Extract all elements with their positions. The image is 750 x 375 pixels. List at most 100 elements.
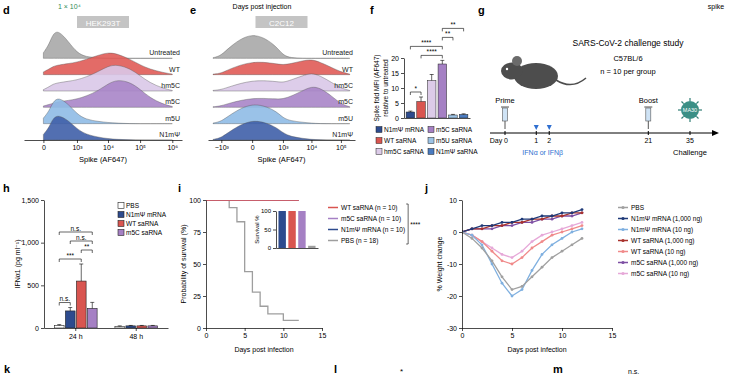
event-label: Challenge	[673, 148, 707, 157]
bar	[417, 102, 426, 119]
fragment-text: l	[334, 363, 337, 375]
axis-title: Spike (AF647)	[258, 155, 306, 164]
panel-label: e	[190, 4, 196, 16]
point	[491, 224, 494, 227]
timeline-label: 21	[644, 137, 652, 144]
point	[551, 215, 554, 218]
point	[501, 259, 504, 262]
timeline-label: Day 0	[490, 137, 508, 145]
syringe-icon	[644, 107, 652, 129]
axis-title: % Weight change	[436, 237, 444, 292]
axis-line	[405, 118, 471, 119]
point	[501, 275, 504, 278]
chart-title: C2C12	[269, 19, 294, 28]
significance-bracket	[442, 28, 463, 31]
significance-label: **	[450, 21, 456, 28]
legend-marker	[621, 206, 624, 209]
point	[521, 288, 524, 291]
tick: 0	[395, 115, 404, 122]
axis-line	[277, 248, 319, 249]
point	[471, 227, 474, 230]
tick: 20	[391, 55, 404, 62]
legend-marker	[621, 228, 624, 231]
tick: 0	[42, 140, 46, 151]
point	[561, 211, 564, 214]
significance-bracket	[59, 259, 81, 262]
inset-bars	[278, 211, 315, 248]
legend-marker	[621, 250, 624, 253]
tick-mark	[401, 88, 404, 89]
bar	[406, 112, 415, 118]
legend-label: N1mΨ mRNA	[384, 126, 425, 133]
point	[571, 211, 574, 214]
tick-mark	[283, 328, 284, 331]
legend-swatch	[328, 240, 338, 242]
fragment-text: n.s.	[628, 368, 639, 375]
tick: 1,500	[21, 197, 44, 204]
bar	[278, 211, 285, 248]
tick-mark	[43, 140, 44, 143]
significance-bracket	[442, 37, 453, 40]
error-bar	[68, 308, 72, 311]
bar	[148, 326, 158, 328]
point	[471, 234, 474, 237]
lines	[462, 208, 583, 297]
series-label: N1mΨ	[332, 131, 353, 138]
bar	[438, 64, 447, 118]
tick-label: 0	[461, 332, 465, 339]
tick-mark	[401, 73, 404, 74]
series-line	[462, 213, 582, 232]
density-area	[213, 121, 350, 140]
significance-bracket	[410, 46, 442, 49]
fragment-text: k	[4, 363, 11, 375]
point	[481, 247, 484, 250]
point	[581, 208, 584, 211]
axis-title: Probability of survival (%)	[180, 225, 188, 304]
legend-marker	[621, 272, 624, 275]
tick: 10	[391, 85, 404, 92]
bar	[449, 115, 458, 118]
tick-mark	[245, 328, 246, 331]
tick: 100	[261, 208, 276, 214]
series-line	[462, 229, 582, 296]
axis-line	[209, 140, 356, 141]
axis: -30-20-10010	[447, 197, 463, 332]
tick-mark	[273, 248, 276, 249]
tick-mark	[77, 140, 78, 143]
tick-label: 25	[193, 293, 201, 300]
axis-line	[404, 59, 405, 119]
tick-label: 50	[264, 227, 271, 233]
virus-spike	[689, 98, 690, 101]
title-box	[77, 16, 129, 28]
series-line	[462, 232, 582, 290]
tick-label: -30	[447, 325, 457, 332]
legend-swatch	[376, 149, 382, 155]
point	[501, 224, 504, 227]
fragment-text: spike	[708, 3, 724, 11]
legend-label: m5C saRNA	[436, 126, 473, 133]
legend-swatch	[118, 230, 124, 236]
fragment-text: *	[400, 367, 403, 375]
timeline-tick	[536, 131, 537, 135]
treatment-marker	[534, 125, 539, 130]
tick-label: 24 h	[69, 333, 83, 340]
point	[541, 266, 544, 269]
virus-spike	[682, 116, 684, 118]
point	[471, 234, 474, 237]
point	[531, 218, 534, 221]
bar	[298, 211, 305, 248]
panel-label: d	[3, 4, 10, 16]
tick-label: -10	[447, 261, 457, 268]
axis: −10³010³10⁴10⁵	[209, 140, 356, 151]
tick-label: 0	[197, 325, 201, 332]
legend-swatch	[118, 221, 124, 227]
legend-swatch	[618, 229, 628, 231]
timeline-label: 2	[547, 137, 551, 144]
legend-swatch	[618, 273, 628, 275]
axis: 05001,0001,500	[21, 197, 44, 332]
legend-label: WT saRNA	[126, 220, 159, 227]
axis-title: Days post infection	[234, 346, 293, 354]
tick: −10³	[215, 140, 230, 151]
bar-chart: 05101520Spike fold MFI (AF647)relative t…	[373, 21, 478, 155]
legend-label: WT saRNA	[384, 137, 417, 144]
